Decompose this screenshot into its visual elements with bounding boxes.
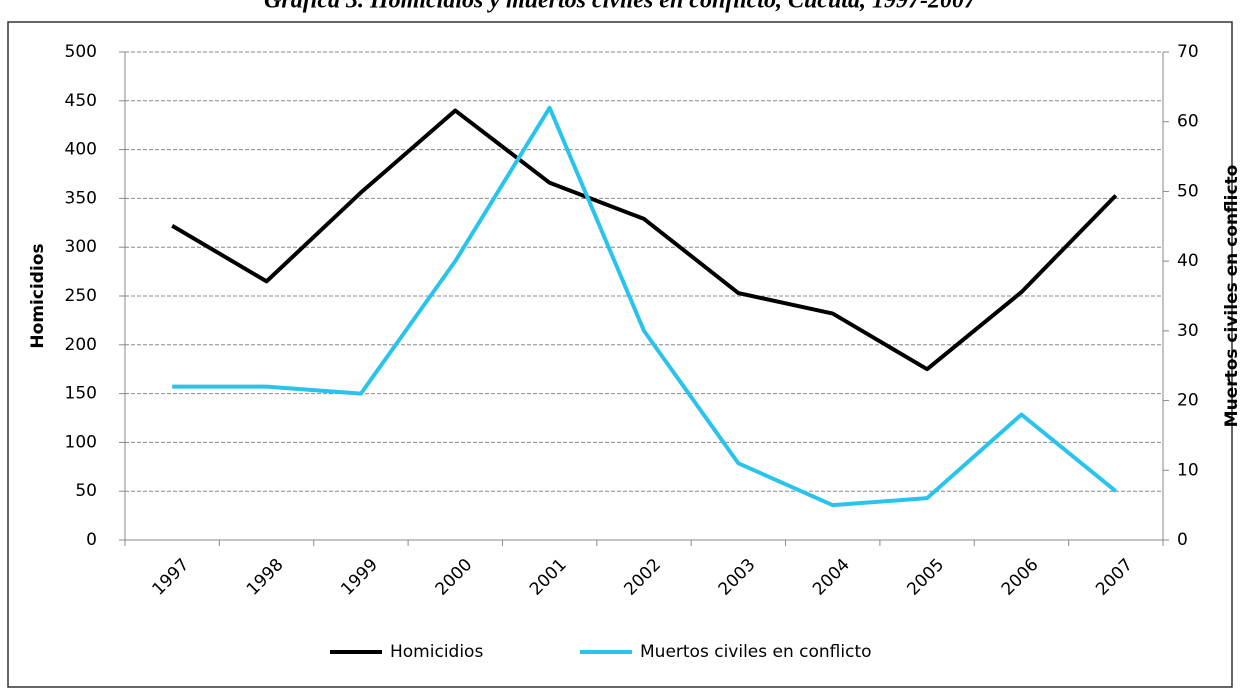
y-tick-label: 500 [65,42,97,62]
y-tick-label: 50 [75,481,97,501]
chart-title: Gráfica 3. Homicidios y muertos civiles … [264,0,977,14]
x-tick-label: 2005 [903,555,948,600]
y-tick-label: 450 [65,91,97,111]
x-tick-label: 2002 [620,555,665,600]
y2-axis-title: Muertos civiles en conflicto [1222,165,1241,428]
legend-label: Muertos civiles en conflicto [640,642,872,662]
y2-tick-label: 60 [1177,112,1199,132]
y-tick-label: 200 [65,335,97,355]
x-tick-label: 2004 [809,555,854,600]
y2-tick-label: 20 [1177,391,1199,411]
y-tick-label: 0 [86,530,97,550]
x-tick-label: 2003 [715,555,760,600]
legend-label: Homicidios [390,642,483,662]
x-tick-label: 2006 [998,555,1043,600]
y-tick-label: 400 [65,140,97,160]
y2-tick-label: 0 [1177,530,1188,550]
y-axis-title: Homicidios [28,243,48,348]
y-tick-label: 150 [65,384,97,404]
y2-tick-label: 50 [1177,181,1199,201]
y2-tick-label: 40 [1177,251,1199,271]
x-tick-label: 1998 [243,555,288,600]
y2-tick-label: 30 [1177,321,1199,341]
y-tick-label: 300 [65,237,97,257]
frame [7,21,1233,688]
line-series [172,105,1118,508]
y2-tick-label: 10 [1177,460,1199,480]
y2-tick-label: 70 [1177,42,1199,62]
line-series [171,108,1118,372]
y-tick-label: 350 [65,188,97,208]
x-tick-label: 2001 [526,555,571,600]
x-tick-label: 1997 [149,555,194,600]
x-tick-label: 1999 [337,555,382,600]
x-tick-label: 2007 [1092,555,1137,600]
y-tick-label: 250 [65,286,97,306]
y-tick-label: 100 [65,432,97,452]
x-tick-label: 2000 [432,555,477,600]
